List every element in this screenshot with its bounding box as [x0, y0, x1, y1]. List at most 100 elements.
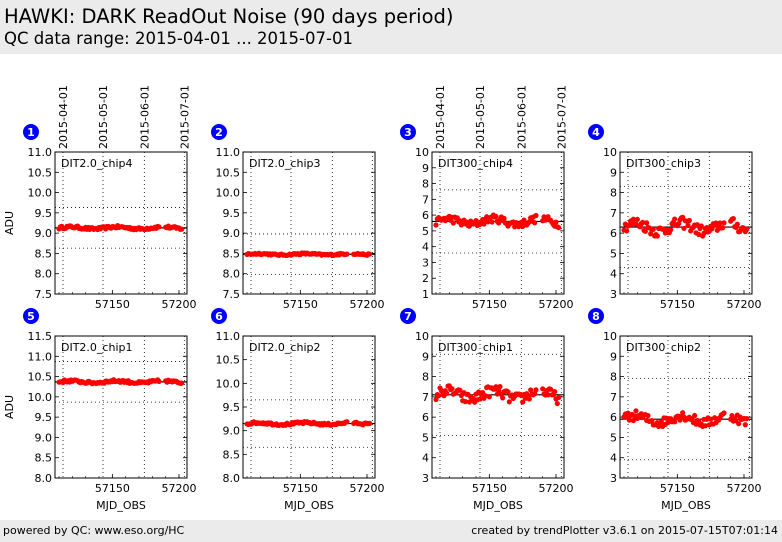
plot-frame — [54, 151, 188, 295]
y-tick-label: 6 — [422, 411, 429, 424]
data-point — [685, 222, 691, 229]
x-tick-label: 57200 — [727, 298, 762, 311]
y-tick-label: 10.0 — [28, 391, 53, 404]
data-point — [630, 417, 636, 424]
date-tick-label: 2015-06-01 — [138, 85, 151, 149]
y-tick-label: 5 — [610, 247, 617, 260]
data-point — [556, 224, 562, 231]
data-point — [708, 416, 714, 422]
data-point — [481, 221, 487, 227]
data-point — [658, 419, 664, 425]
data-point — [506, 399, 512, 405]
panel-label: DIT2.0_chip4 — [61, 157, 132, 170]
data-point — [367, 251, 373, 257]
data-point — [179, 226, 185, 232]
chart-panel-6: 8.0 8.5 9.0 9.5 10.0 10.5 11.0 57150 57200 DIT2.0… — [211, 308, 385, 512]
data-point — [692, 412, 698, 419]
x-tick-label: 57200 — [162, 298, 197, 311]
x-tick-label: 57200 — [727, 482, 762, 495]
date-tick-label: 2015-05-01 — [474, 85, 487, 149]
y-tick-label: 9.5 — [223, 401, 241, 414]
x-tick-label: 57150 — [660, 298, 695, 311]
x-tick-label: 57150 — [472, 298, 507, 311]
y-tick-label: 10.0 — [216, 377, 241, 390]
data-point — [702, 423, 708, 429]
panel-label: DIT2.0_chip3 — [249, 157, 320, 170]
y-tick-label: 11.0 — [216, 146, 241, 159]
data-point — [650, 226, 656, 232]
data-point — [686, 217, 692, 224]
data-point — [457, 387, 463, 393]
chart-panel-8: 3 4 5 6 7 8 9 10 57150 57200 DIT300_chip2 8 MJD_OBS — [588, 308, 762, 512]
panel-number: 6 — [215, 310, 223, 323]
data-point — [665, 419, 671, 426]
y-tick-label: 7 — [422, 391, 429, 404]
y-tick-label: 6 — [610, 411, 617, 424]
y-tick-label: 8.5 — [35, 452, 53, 465]
data-point — [493, 384, 499, 390]
y-tick-label: 7.5 — [35, 288, 53, 301]
y-tick-label: 9.5 — [35, 207, 53, 220]
footer-powered-by: powered by QC: www.eso.org/HC — [3, 524, 185, 537]
panel-number-marker — [588, 308, 604, 324]
data-point — [668, 227, 674, 233]
y-tick-label: 10.5 — [216, 166, 241, 179]
data-point — [540, 386, 546, 392]
y-tick-label: 10 — [603, 330, 617, 343]
panel-number-marker — [400, 124, 416, 140]
y-tick-label: 7 — [610, 391, 617, 404]
plot-frame — [54, 335, 188, 479]
chart-panel-4: 3 4 5 6 7 8 9 10 57150 57200 DIT300_chip3 4 — [588, 124, 762, 311]
y-tick-label: 8.5 — [35, 247, 53, 260]
y-tick-label: 5 — [610, 431, 617, 444]
data-point — [367, 420, 373, 426]
data-point — [681, 225, 687, 231]
chart-panel-5: 8.0 8.5 9.0 9.5 10.0 10.5 11.0 11.5 57150 57200 DI… — [3, 308, 197, 512]
plot-frame — [242, 151, 376, 295]
y-axis-title: ADU — [3, 395, 16, 419]
data-point — [633, 408, 639, 414]
x-tick-label: 57200 — [539, 298, 574, 311]
panel-label: DIT300_chip3 — [626, 157, 701, 170]
y-tick-label: 10.5 — [28, 371, 53, 384]
y-tick-label: 10.0 — [28, 187, 53, 200]
data-point — [694, 222, 700, 228]
chart-panel-3: 1 2 3 4 5 6 7 8 9 10 57150 57200 2015-04-01 2015-05-0… — [400, 85, 574, 311]
y-tick-label: 11.0 — [28, 350, 53, 363]
date-tick-label: 2015-04-01 — [434, 85, 447, 149]
y-tick-label: 8 — [610, 371, 617, 384]
y-tick-label: 3 — [422, 256, 429, 269]
x-tick-label: 57200 — [162, 482, 197, 495]
y-tick-label: 7 — [610, 207, 617, 220]
data-point — [477, 396, 483, 402]
date-tick-label: 2015-05-01 — [97, 85, 110, 149]
footer-bar: powered by QC: www.eso.org/HC created by… — [0, 520, 782, 542]
data-point — [156, 378, 162, 384]
x-tick-label: 57200 — [350, 482, 385, 495]
data-point — [497, 383, 503, 390]
y-axis-title: ADU — [3, 211, 16, 235]
data-point — [720, 225, 726, 231]
date-tick-label: 2015-06-01 — [515, 85, 528, 149]
data-point — [521, 217, 527, 223]
plot-frame — [242, 335, 376, 479]
panel-number-marker — [23, 124, 39, 140]
data-point — [680, 214, 686, 220]
date-tick-label: 2015-07-01 — [178, 85, 191, 149]
panel-number: 7 — [404, 310, 412, 323]
x-tick-label: 57150 — [95, 482, 130, 495]
y-tick-label: 10 — [603, 146, 617, 159]
data-point — [548, 386, 554, 392]
x-tick-label: 57150 — [283, 482, 318, 495]
x-tick-label: 57150 — [283, 298, 318, 311]
data-point — [556, 394, 562, 401]
y-tick-label: 7.5 — [223, 288, 241, 301]
data-point — [698, 223, 704, 229]
data-point — [545, 392, 551, 398]
panel-number-marker — [588, 124, 604, 140]
data-point — [717, 220, 723, 226]
data-point — [486, 394, 492, 400]
data-point — [630, 216, 636, 222]
data-point — [640, 219, 646, 226]
data-point — [553, 219, 559, 225]
